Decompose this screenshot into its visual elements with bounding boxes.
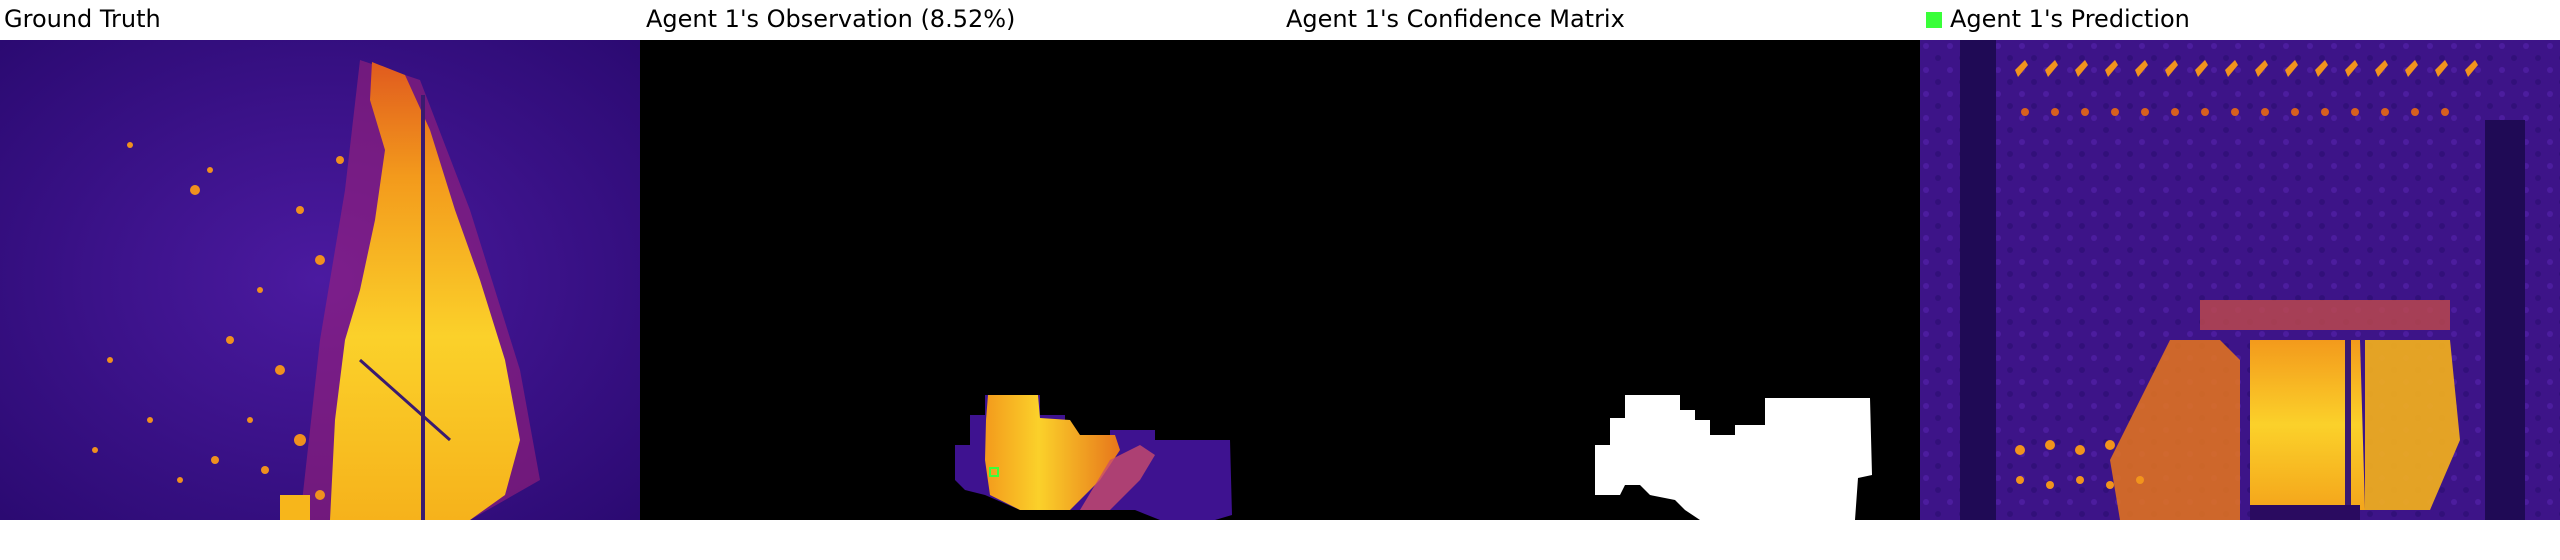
observation-image	[640, 40, 1280, 520]
panel-title-observation: Agent 1's Observation (8.52%)	[646, 5, 1016, 33]
prediction-title-text: Agent 1's Prediction	[1950, 5, 2190, 33]
panel-title-ground-truth: Ground Truth	[4, 5, 161, 33]
ground-truth-image	[0, 40, 640, 520]
prediction-legend-swatch	[1926, 12, 1942, 28]
prediction-image	[1920, 40, 2560, 520]
panel-title-confidence: Agent 1's Confidence Matrix	[1286, 5, 1625, 33]
panel-title-prediction: Agent 1's Prediction	[1926, 0, 2190, 38]
confidence-matrix-image	[1280, 40, 1920, 520]
